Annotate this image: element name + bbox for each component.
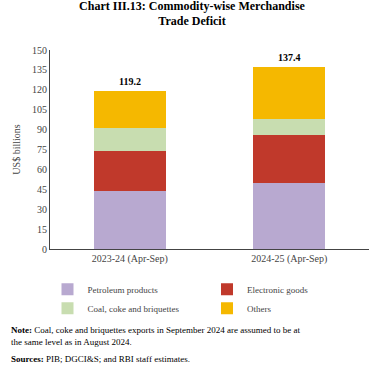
svg-text:Chart III.13: Commodity-wise M: Chart III.13: Commodity-wise Merchandise… — [79, 0, 305, 28]
svg-text:Electronic goods: Electronic goods — [247, 285, 308, 295]
svg-text:60: 60 — [37, 164, 47, 175]
svg-text:30: 30 — [37, 204, 47, 215]
svg-text:US$ billions: US$ billions — [11, 124, 22, 174]
svg-text:105: 105 — [32, 104, 47, 115]
svg-text:90: 90 — [37, 124, 47, 135]
svg-text:Note: Coal, coke and briquette: Note: Coal, coke and briquettes exports … — [11, 325, 300, 347]
svg-text:Coal, coke and briquettes: Coal, coke and briquettes — [88, 304, 180, 314]
svg-text:119.2: 119.2 — [119, 76, 141, 87]
svg-text:135: 135 — [32, 64, 47, 75]
svg-text:137.4: 137.4 — [278, 52, 301, 63]
svg-text:120: 120 — [32, 84, 47, 95]
svg-text:0: 0 — [42, 244, 47, 255]
svg-text:2024-25 (Apr-Sep): 2024-25 (Apr-Sep) — [251, 253, 327, 265]
svg-text:15: 15 — [37, 224, 47, 235]
svg-text:Others: Others — [247, 304, 271, 314]
svg-text:45: 45 — [37, 184, 47, 195]
svg-text:2023-24 (Apr-Sep): 2023-24 (Apr-Sep) — [92, 253, 168, 265]
svg-text:Petroleum products: Petroleum products — [88, 285, 159, 295]
svg-text:Sources: PIB; DGCI&S; and RBI: Sources: PIB; DGCI&S; and RBI staff esti… — [11, 354, 190, 364]
svg-text:75: 75 — [37, 144, 47, 155]
svg-text:150: 150 — [32, 45, 47, 56]
